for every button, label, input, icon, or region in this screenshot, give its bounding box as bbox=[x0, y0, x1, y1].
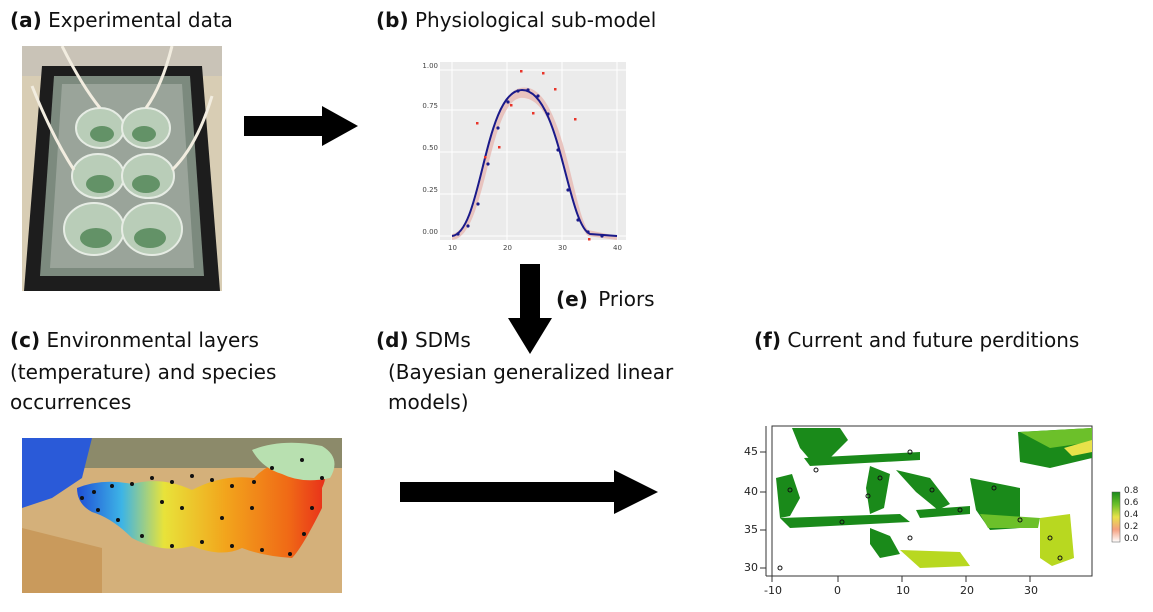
pred-y-tick: 30 bbox=[744, 561, 758, 574]
legend-tick: 0.8 bbox=[1124, 486, 1139, 496]
pred-x-tick: -10 bbox=[764, 584, 782, 597]
legend-tick: 0.0 bbox=[1124, 534, 1139, 544]
panel-b-title: (b) Physiological sub-model bbox=[376, 6, 656, 34]
panel-c-letter: (c) bbox=[10, 328, 41, 352]
panel-c-line2: (temperature) and species bbox=[10, 360, 277, 384]
arrow-b-to-d bbox=[508, 264, 552, 354]
legend-tick: 0.6 bbox=[1124, 498, 1139, 508]
panel-d-line3: models) bbox=[388, 390, 469, 414]
legend-tick: 0.2 bbox=[1124, 522, 1139, 532]
pred-x-tick: 20 bbox=[960, 584, 974, 597]
pred-y-tick: 45 bbox=[744, 445, 758, 458]
curve-x-tick: 30 bbox=[558, 244, 567, 252]
curve-y-tick: 0.00 bbox=[422, 228, 438, 236]
pred-legend-labels: 0.8 0.6 0.4 0.2 0.0 bbox=[1124, 486, 1140, 550]
curve-y-tick: 0.25 bbox=[422, 186, 438, 194]
panel-a-text: Experimental data bbox=[48, 8, 233, 32]
arrow-a-to-b bbox=[244, 106, 358, 146]
panel-f-title: (f) Current and future perditions bbox=[754, 326, 1079, 354]
panel-f-letter: (f) bbox=[754, 328, 781, 352]
panel-a-letter: (a) bbox=[10, 8, 42, 32]
curve-x-tick: 10 bbox=[448, 244, 457, 252]
experimental-tank-photo bbox=[22, 45, 222, 291]
pred-y-axis: 30 35 40 45 bbox=[720, 418, 758, 578]
environmental-map bbox=[22, 438, 342, 593]
panel-b-text: Physiological sub-model bbox=[414, 8, 657, 32]
panel-e-letter: (e) bbox=[556, 287, 588, 311]
panel-d-line2: (Bayesian generalized linear bbox=[388, 360, 674, 384]
pred-x-tick: 30 bbox=[1024, 584, 1038, 597]
panel-c-line3: occurrences bbox=[10, 390, 132, 414]
panel-a-title: (a) Experimental data bbox=[10, 6, 233, 34]
pred-x-axis: -10 0 10 20 30 bbox=[720, 584, 1100, 600]
pred-x-tick: 10 bbox=[896, 584, 910, 597]
pred-x-tick: 0 bbox=[834, 584, 841, 597]
legend-tick: 0.4 bbox=[1124, 510, 1139, 520]
panel-c-text: Environmental layers bbox=[46, 328, 259, 352]
curve-x-tick: 40 bbox=[613, 244, 622, 252]
pred-y-tick: 35 bbox=[744, 523, 758, 536]
panel-d-title: (d) SDMs bbox=[376, 326, 471, 354]
curve-x-axis: 10 20 30 40 bbox=[412, 244, 630, 258]
panel-e-title: (e) Priors bbox=[556, 285, 655, 313]
panel-d-letter: (d) bbox=[376, 328, 409, 352]
curve-x-tick: 20 bbox=[503, 244, 512, 252]
prediction-map: -10 0 10 20 30 30 35 40 45 0.8 0.6 0.4 0… bbox=[720, 418, 1140, 608]
panel-d-text: SDMs bbox=[414, 328, 471, 352]
pred-y-tick: 40 bbox=[744, 485, 758, 498]
curve-y-axis: 0.00 0.25 0.50 0.75 1.00 bbox=[412, 58, 438, 248]
arrow-d-to-f bbox=[400, 470, 658, 514]
panel-c-title: (c) Environmental layers bbox=[10, 326, 259, 354]
panel-f-text: Current and future perditions bbox=[787, 328, 1080, 352]
curve-y-tick: 1.00 bbox=[422, 62, 438, 70]
panel-e-text: Priors bbox=[598, 287, 655, 311]
panel-b-letter: (b) bbox=[376, 8, 409, 32]
physiological-curve-plot: 0.00 0.25 0.50 0.75 1.00 10 20 30 40 bbox=[412, 58, 630, 263]
curve-y-tick: 0.50 bbox=[422, 144, 438, 152]
curve-y-tick: 0.75 bbox=[422, 102, 438, 110]
